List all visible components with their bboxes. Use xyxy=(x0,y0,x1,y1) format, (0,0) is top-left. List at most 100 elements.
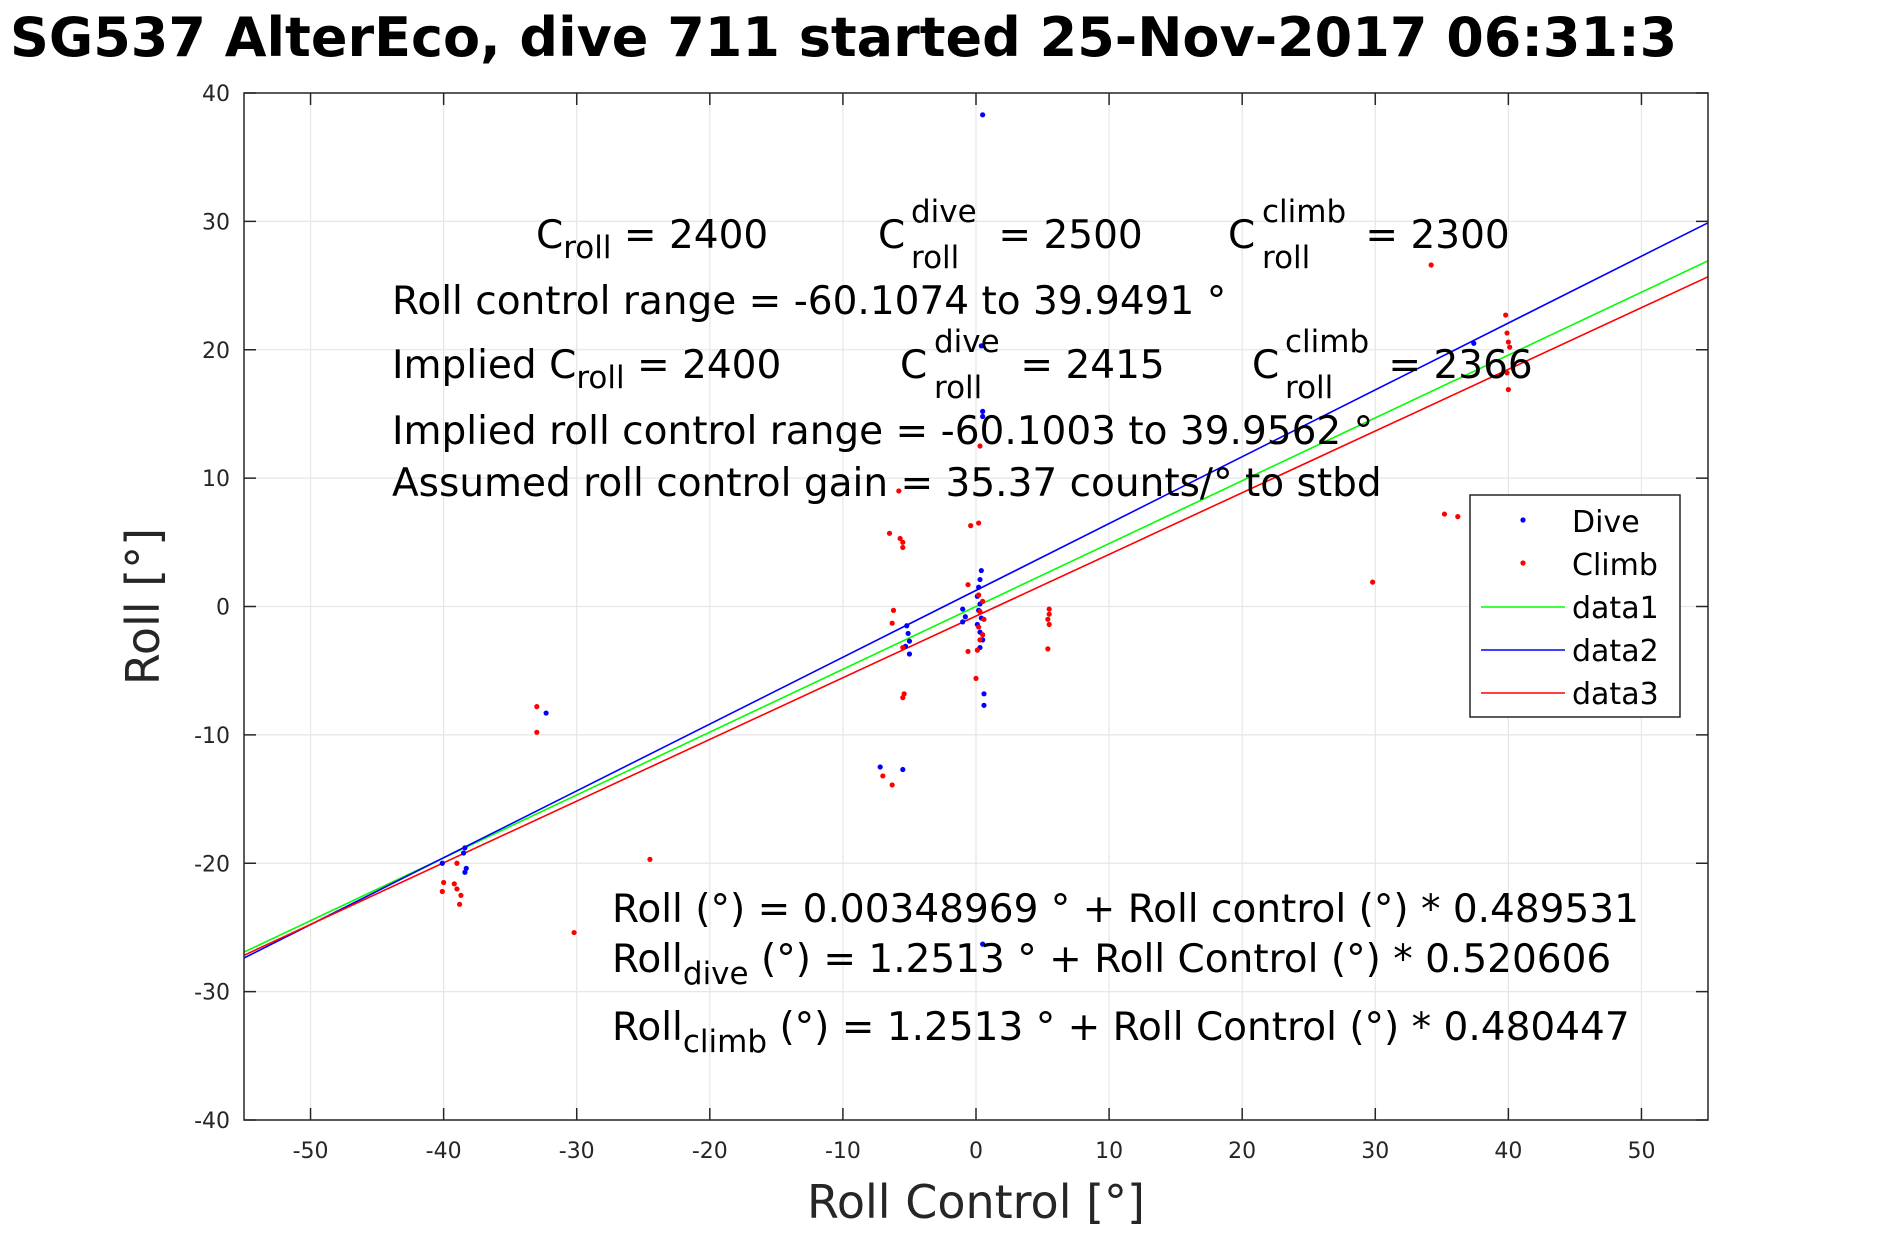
point-climb xyxy=(441,879,447,886)
implied-c-roll-climb-base: C xyxy=(1252,343,1279,388)
point-climb xyxy=(454,886,460,892)
point-dive xyxy=(976,584,982,590)
point-dive xyxy=(977,576,983,583)
c-roll-climb-sub: roll xyxy=(1262,240,1310,276)
y-tick-label: 0 xyxy=(216,596,230,621)
point-climb xyxy=(1428,262,1434,268)
x-tick-label: 50 xyxy=(1627,1139,1655,1164)
point-dive xyxy=(906,638,913,644)
legend-label-data1: data1 xyxy=(1572,591,1659,626)
point-dive xyxy=(904,623,910,629)
point-climb xyxy=(1045,646,1051,652)
legend-box xyxy=(1469,494,1681,718)
point-climb xyxy=(886,530,893,536)
c-roll-dive-sup: dive xyxy=(911,194,977,230)
point-climb xyxy=(890,607,897,613)
fit-climb-rest: (°) = 1.2513 ° + Roll Control (°) * 0.48… xyxy=(767,1005,1630,1050)
c-roll-climb-sup: climb xyxy=(1262,194,1346,230)
axis-ticks xyxy=(244,92,1708,1121)
point-climb xyxy=(451,881,457,887)
point-dive xyxy=(960,606,966,612)
y-tick-label: -20 xyxy=(194,852,230,877)
point-climb xyxy=(977,609,983,615)
implied-c-roll-climb-sub: roll xyxy=(1285,370,1333,406)
point-dive xyxy=(980,112,986,118)
fit-dive-sub: dive xyxy=(683,956,749,992)
tick-labels: -50 -40 -30 -20 -10 0 10 20 30 40 50 -40 -30 -20 -10 0 1… xyxy=(194,82,1655,1164)
annotation-bottom: Roll (°) = 0.00348969 ° + Roll control (… xyxy=(612,887,1639,1060)
x-tick-label: -50 xyxy=(293,1139,329,1164)
point-climb xyxy=(1503,312,1509,318)
implied-c-roll-dive-sub: roll xyxy=(934,370,982,406)
point-climb xyxy=(980,632,986,638)
c-roll-dive-text: Cdive roll = 2500 xyxy=(878,194,1143,276)
fit-climb-text: Rollclimb (°) = 1.2513 ° + Roll Control … xyxy=(612,1005,1630,1060)
c-roll-climb-base: C xyxy=(1228,213,1255,258)
point-climb xyxy=(534,704,540,710)
chart-title: SG537 AlterEco, dive 711 started 25-Nov-… xyxy=(10,6,1678,69)
point-climb xyxy=(1505,386,1511,393)
point-climb xyxy=(977,637,983,643)
legend-marker-climb xyxy=(1520,560,1526,566)
point-dive xyxy=(980,408,986,414)
point-climb xyxy=(1504,330,1510,336)
point-dive xyxy=(462,845,468,851)
x-tick-label: -10 xyxy=(825,1139,861,1164)
x-tick-label: 20 xyxy=(1228,1139,1256,1164)
point-climb xyxy=(1507,344,1513,350)
c-roll-sub: roll xyxy=(563,230,611,266)
x-tick-label: 30 xyxy=(1361,1139,1389,1164)
point-climb xyxy=(1455,514,1461,520)
point-dive xyxy=(877,764,883,770)
point-climb xyxy=(1370,579,1376,585)
y-tick-label: 30 xyxy=(202,210,230,235)
legend: Dive Climb data1 data2 data3 xyxy=(1469,494,1681,718)
legend-label-dive: Dive xyxy=(1572,505,1640,540)
fit-climb-base: Roll xyxy=(612,1005,683,1050)
point-climb xyxy=(980,598,986,604)
point-climb xyxy=(976,592,982,598)
point-climb xyxy=(439,888,445,895)
point-climb xyxy=(965,648,971,655)
annotation-top: Croll = 2400 Cdive roll = 2500 Cclimb roll… xyxy=(392,194,1533,506)
point-climb xyxy=(889,782,895,788)
point-dive xyxy=(962,614,968,620)
point-climb xyxy=(900,544,906,551)
point-climb xyxy=(976,624,982,630)
point-dive xyxy=(439,860,445,866)
point-climb xyxy=(900,695,906,701)
y-tick-label: -30 xyxy=(194,981,230,1006)
legend-marker-dive xyxy=(1520,517,1526,523)
implied-c-roll-climb-sup: climb xyxy=(1285,324,1369,360)
point-climb xyxy=(1441,511,1448,517)
point-climb xyxy=(458,892,464,898)
fit-line-data3 xyxy=(243,276,1709,957)
x-tick-label: 10 xyxy=(1095,1139,1123,1164)
point-climb xyxy=(1045,616,1051,622)
legend-label-climb: Climb xyxy=(1572,548,1658,583)
point-climb xyxy=(880,773,886,779)
legend-label-data2: data2 xyxy=(1572,634,1659,669)
fit-line-data2 xyxy=(243,222,1709,959)
y-tick-label: 40 xyxy=(202,82,230,107)
point-dive xyxy=(978,343,984,349)
point-climb xyxy=(647,856,653,862)
point-climb xyxy=(1046,611,1052,617)
implied-c-roll-dive-value: = 2415 xyxy=(1008,343,1165,388)
implied-c-roll-base: Implied C xyxy=(392,343,576,388)
point-climb xyxy=(1504,370,1510,376)
point-dive xyxy=(981,702,987,708)
point-dive xyxy=(905,630,911,637)
point-climb xyxy=(1505,339,1511,345)
fit-line-data1 xyxy=(243,260,1709,953)
y-axis-label: Roll [°] xyxy=(116,528,170,685)
implied-c-roll-text: Implied Croll = 2400 xyxy=(392,343,781,396)
point-climb xyxy=(968,523,974,529)
roll-control-gain-text: Assumed roll control gain = 35.37 counts… xyxy=(392,461,1382,506)
point-climb xyxy=(977,443,983,449)
point-climb xyxy=(534,729,540,735)
c-roll-climb-text: Cclimb roll = 2300 xyxy=(1228,194,1510,276)
point-climb xyxy=(897,535,903,542)
y-tick-label: -40 xyxy=(194,1109,230,1134)
